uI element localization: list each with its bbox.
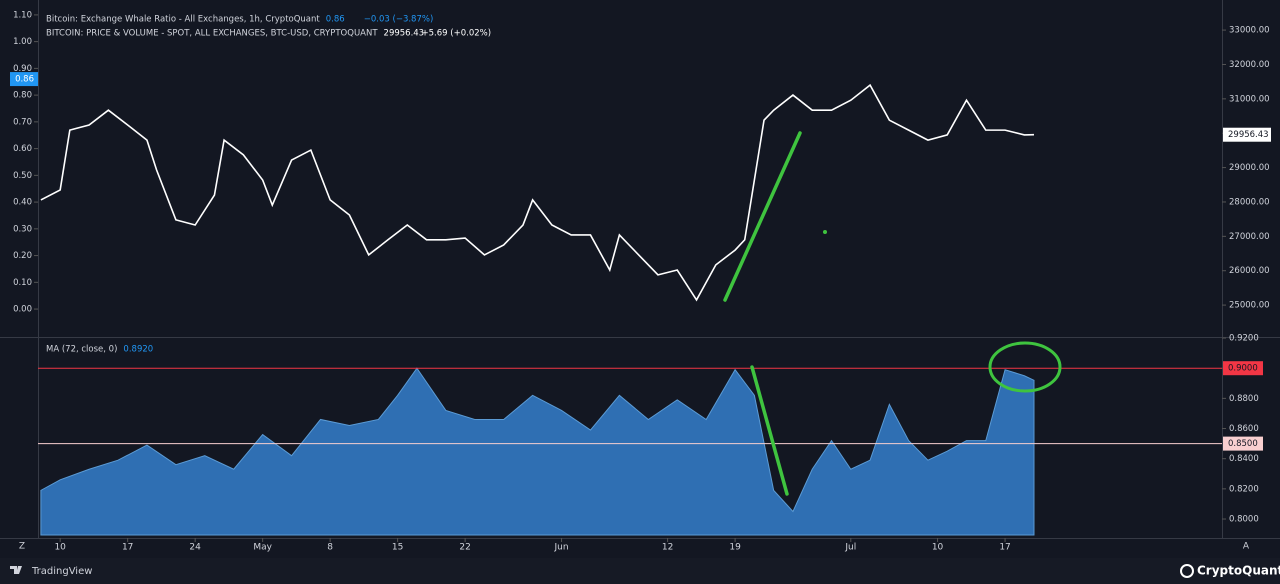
x-tick-label: 17 [122, 543, 133, 553]
cryptoquant-logo [1180, 564, 1194, 578]
legend-name: BITCOIN: PRICE & VOLUME - SPOT, ALL EXCH… [46, 29, 378, 39]
tradingview-logo [10, 566, 22, 574]
level-label: 0.8500 [1228, 439, 1258, 449]
y-tick-label: 0.20 [13, 251, 32, 261]
brand-left[interactable]: TradingView [31, 566, 92, 577]
y2-tick-label: 26000.00 [1229, 266, 1270, 276]
y2-tick-label: 32000.00 [1229, 60, 1270, 70]
x-tick-label: 24 [189, 543, 201, 553]
legend-value: 29956.43 [384, 29, 425, 39]
y-tick-label: 0.50 [13, 171, 32, 181]
y-tick-label: 1.10 [13, 10, 32, 20]
y-tick-label: 0.70 [13, 117, 32, 127]
y-tick-label: 0.10 [13, 278, 32, 288]
x-tick-label: 22 [459, 543, 470, 553]
y2-tick-label: 28000.00 [1229, 197, 1270, 207]
y2-tick-label: 0.8800 [1229, 394, 1259, 404]
price-tag-label: 29956.43 [1228, 130, 1269, 140]
corner-button[interactable]: A [1243, 542, 1250, 552]
legend-name: Bitcoin: Exchange Whale Ratio - All Exch… [46, 15, 320, 25]
plot-layer: 0.00 0.10 0.20 0.30 0.40 0.50 0.60 0.70 0.80 0.90… [10, 10, 1271, 553]
y2-tick-label: 29000.00 [1229, 163, 1270, 173]
ma-area [40, 367, 1035, 536]
annotation-line [723, 131, 802, 302]
corner-button[interactable]: Z [19, 542, 25, 552]
annotation-line [750, 365, 789, 496]
x-tick-label: 17 [999, 543, 1010, 553]
footer-bar [0, 558, 1280, 584]
x-tick-label: Jun [554, 543, 569, 553]
price-tag [1223, 127, 1271, 142]
y-tick-label: 1.00 [13, 37, 32, 47]
y2-tick-label: 33000.00 [1229, 26, 1270, 36]
indicator-value: 0.8920 [123, 345, 153, 355]
x-tick-label: 15 [392, 543, 403, 553]
whale-tag [10, 72, 38, 87]
y2-tick-label: 25000.00 [1229, 301, 1270, 311]
annotation-ellipse [988, 341, 1062, 393]
y-tick-label: 0.90 [13, 64, 32, 74]
annotation-dot [823, 230, 827, 234]
x-tick-label: 8 [327, 543, 333, 553]
y2-tick-label: 0.8400 [1229, 454, 1259, 464]
indicator-title: MA (72, close, 0) [46, 345, 117, 355]
legend-change: −0.03 (−3.87%) [364, 15, 434, 25]
x-tick-label: May [253, 543, 272, 553]
y-tick-label: 0.40 [13, 198, 32, 208]
level-label: 0.9000 [1228, 364, 1258, 374]
y-tick-label: 0.80 [13, 91, 32, 101]
whale-tag-label: 0.86 [15, 75, 34, 85]
price-line [40, 83, 1035, 302]
legend-change: +5.69 (+0.02%) [422, 29, 492, 39]
y2-tick-label: 0.8600 [1229, 424, 1259, 434]
x-tick-label: 10 [54, 543, 66, 553]
x-tick-label: 10 [932, 543, 944, 553]
x-tick-label: 12 [662, 543, 673, 553]
level-tag [1223, 436, 1263, 451]
brand-right[interactable]: CryptoQuant [1197, 564, 1280, 578]
y2-tick-label: 0.9200 [1229, 334, 1259, 344]
y-tick-label: 0.60 [13, 144, 32, 154]
x-tick-label: Jul [844, 543, 856, 553]
y-tick-label: 0.30 [13, 224, 32, 234]
y-tick-label: 0.00 [13, 305, 32, 315]
y2-tick-label: 0.8200 [1229, 484, 1259, 494]
y2-tick-label: 27000.00 [1229, 232, 1270, 242]
y2-tick-label: 31000.00 [1229, 94, 1270, 104]
x-tick-label: 19 [729, 543, 741, 553]
y2-tick-label: 0.8000 [1229, 515, 1259, 525]
legend-value: 0.86 [326, 15, 345, 25]
level-tag [1223, 361, 1263, 376]
